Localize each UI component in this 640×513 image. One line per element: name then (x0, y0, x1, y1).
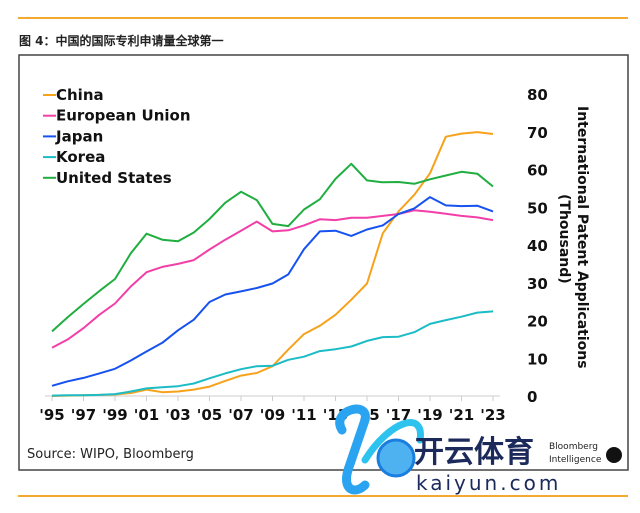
series-line-european-union (51, 209, 494, 349)
svg-text:Intelligence: Intelligence (549, 455, 602, 465)
y-tick-label: 50 (527, 199, 548, 217)
y-tick-label: 70 (527, 124, 548, 142)
y-tick-label: 60 (527, 162, 548, 180)
x-tick-label: '23 (480, 406, 505, 424)
series-line-korea (51, 310, 494, 397)
y-tick-label: 10 (527, 350, 548, 368)
legend-label: Japan (55, 127, 103, 145)
x-tick-label: '09 (260, 406, 285, 424)
y-axis-label-unit: (Thousand) (556, 194, 572, 284)
chart-frame (18, 54, 629, 471)
x-tick-label: '01 (134, 406, 159, 424)
x-tick-label: '99 (102, 406, 127, 424)
series-line-japan (51, 196, 494, 387)
top-rule (18, 17, 628, 19)
kaiyun-watermark: 开云体育 kaiyun.com (335, 404, 561, 495)
x-tick-label: '17 (386, 406, 411, 424)
y-tick-label: 40 (527, 237, 548, 255)
svg-text:Bloomberg: Bloomberg (549, 442, 598, 452)
x-tick-label: '05 (197, 406, 222, 424)
x-tick-label: '07 (228, 406, 253, 424)
x-tick-label: '11 (291, 406, 316, 424)
legend-label: European Union (56, 107, 191, 125)
figure-title: 图 4：中国的国际专利申请量全球第一 (19, 34, 224, 48)
svg-text:kaiyun.com: kaiyun.com (416, 471, 561, 495)
x-tick-label: '97 (71, 406, 96, 424)
y-tick-label: 80 (527, 86, 548, 104)
x-tick-label: '03 (165, 406, 190, 424)
svg-text:开云体育: 开云体育 (414, 435, 534, 470)
source-note: Source: WIPO, Bloomberg (27, 447, 194, 462)
x-tick-label: '21 (449, 406, 474, 424)
y-tick-label: 0 (527, 388, 537, 406)
legend-label: Korea (56, 148, 105, 166)
y-tick-label: 30 (527, 275, 548, 293)
legend-label: China (56, 86, 104, 104)
x-tick-label: '95 (39, 406, 64, 424)
y-axis-label: International Patent Applications (574, 106, 590, 369)
bottom-rule (18, 495, 628, 497)
legend-label: United States (56, 169, 172, 187)
x-tick-label: '19 (417, 406, 442, 424)
bloomberg-intelligence-logo: Bloomberg Intelligence (549, 442, 622, 465)
y-tick-label: 20 (527, 313, 548, 331)
series-line-united-states (51, 162, 494, 333)
